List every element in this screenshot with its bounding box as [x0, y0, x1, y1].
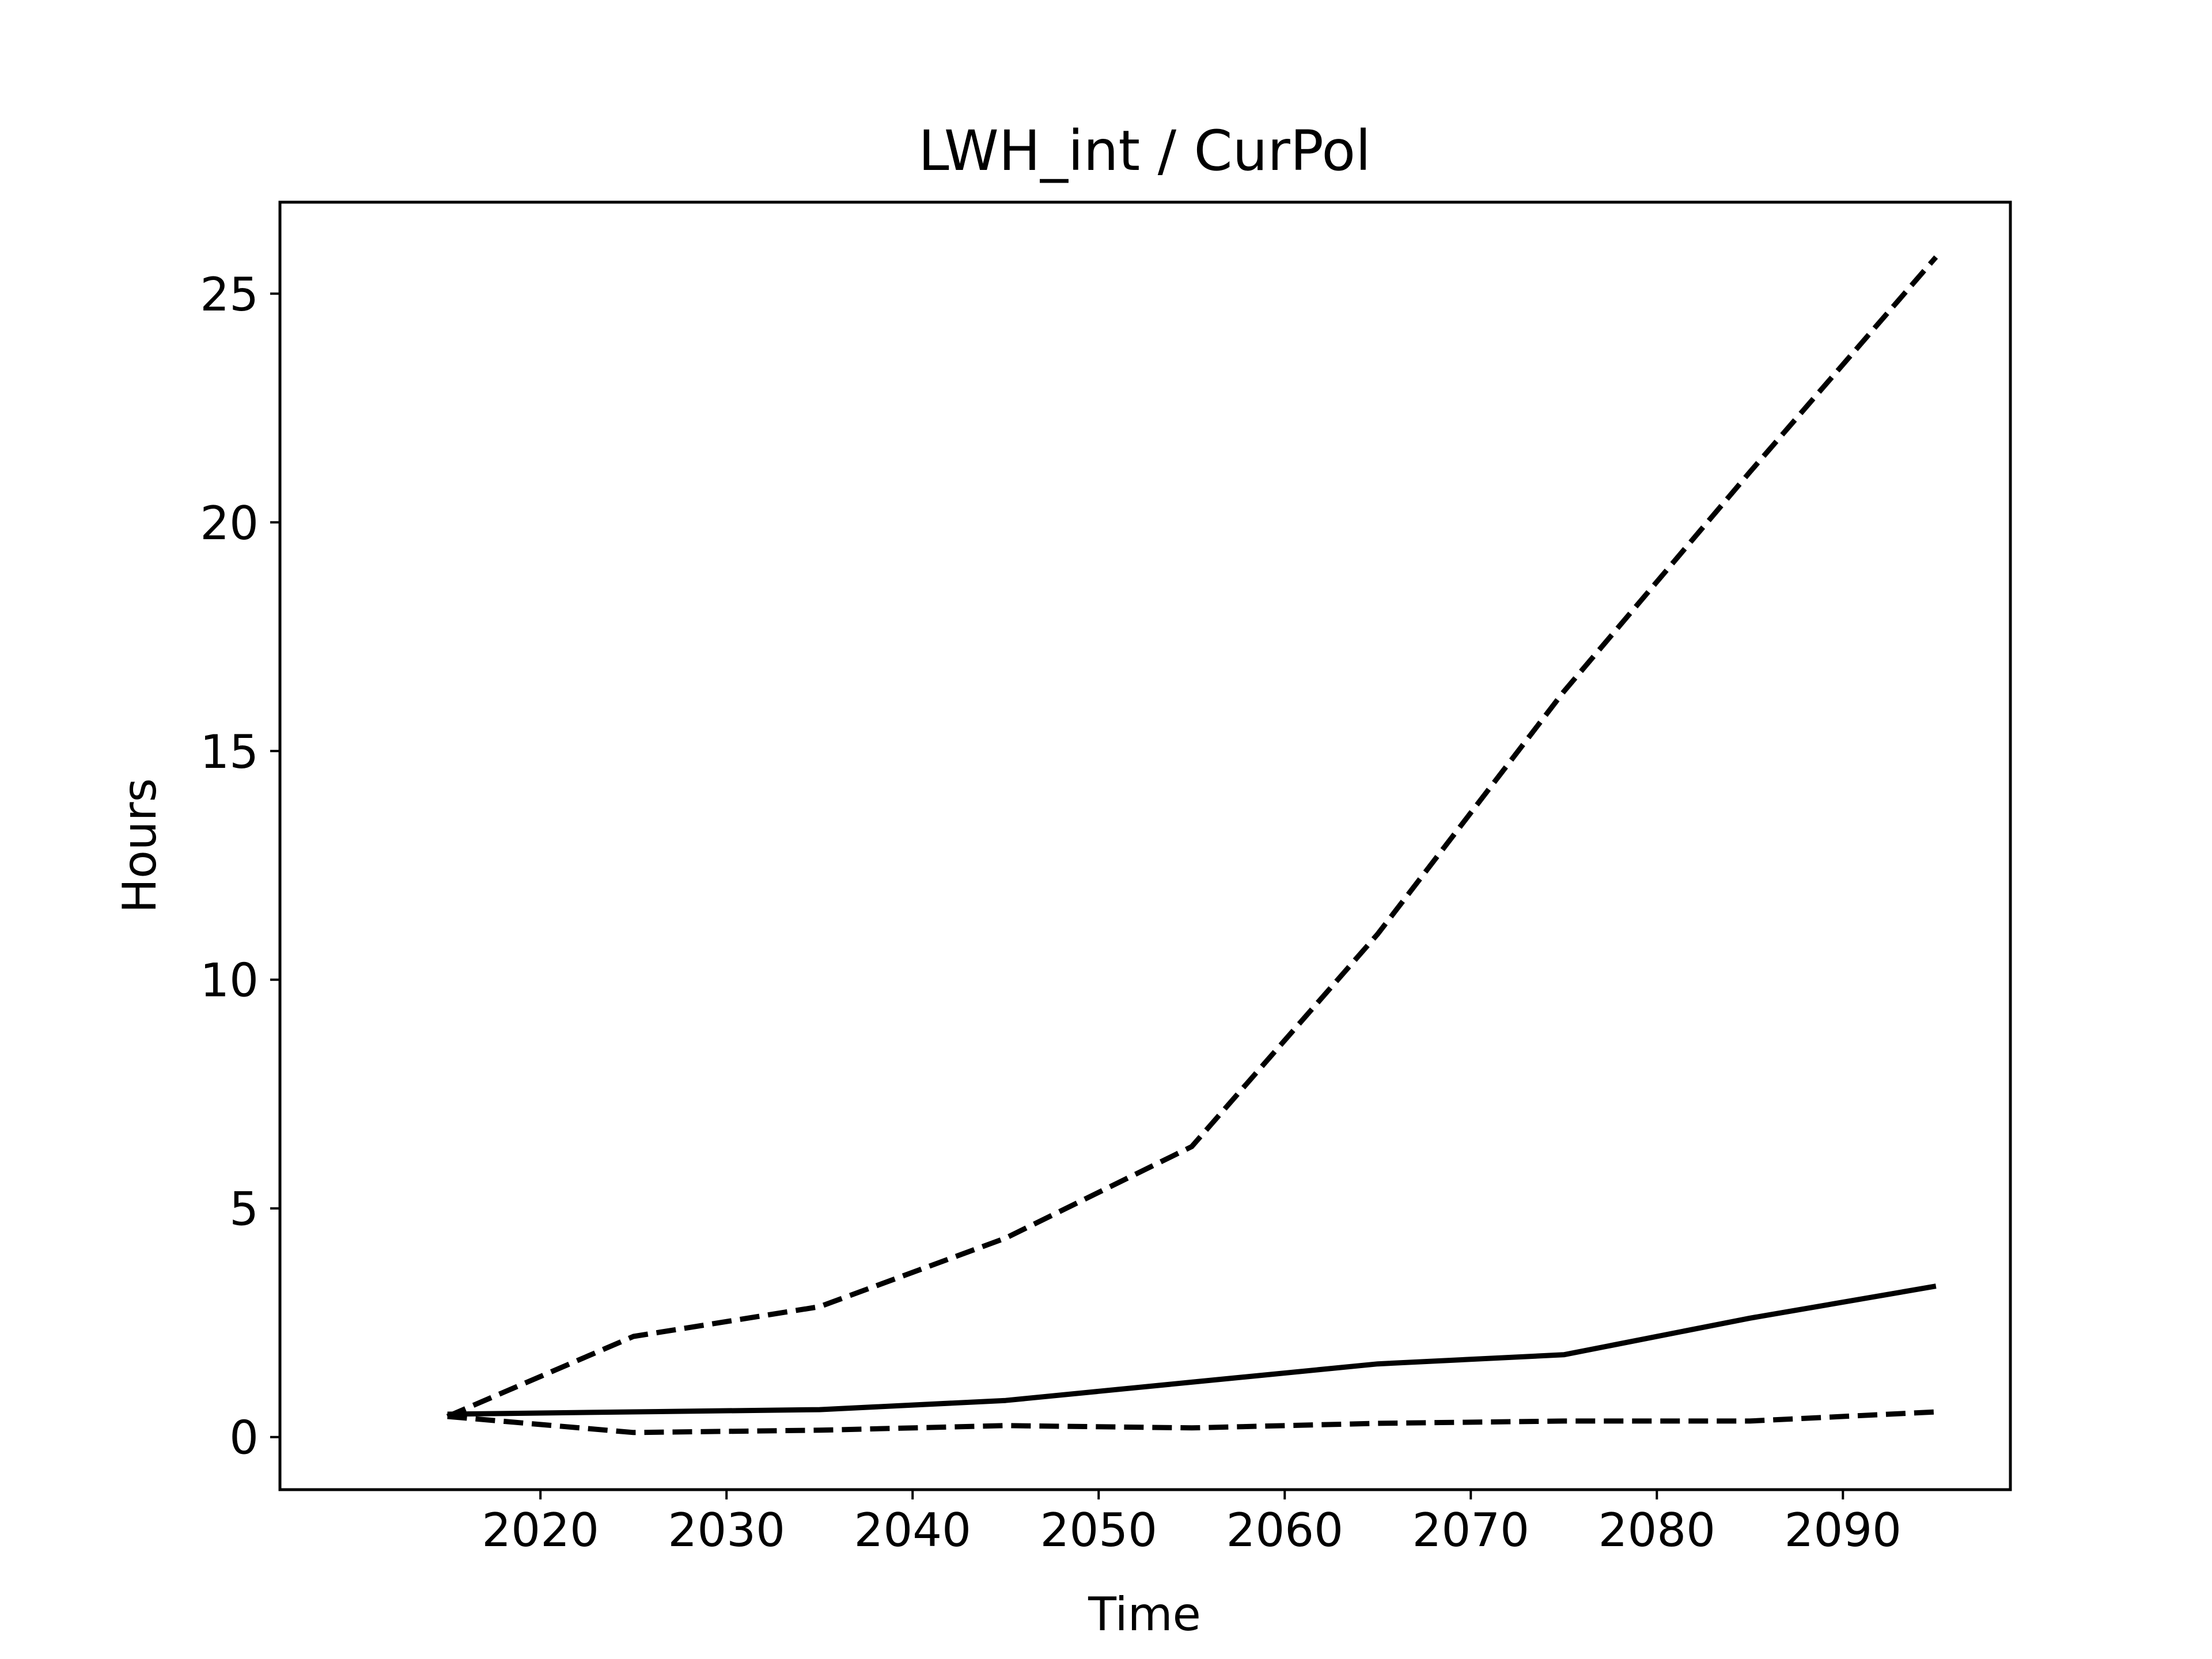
series-line-2 [446, 255, 1938, 1419]
series-line-3 [447, 1409, 1937, 1435]
y-tick-label: 10 [200, 954, 259, 1007]
x-tick-label: 2050 [1040, 1503, 1157, 1557]
series-line-1 [447, 1283, 1937, 1417]
x-tick-label: 2070 [1412, 1503, 1529, 1557]
y-tick-label: 0 [229, 1411, 259, 1465]
x-tick-label: 2060 [1226, 1503, 1343, 1557]
chart-title: LWH_int / CurPol [918, 119, 1371, 183]
plot-frame [278, 200, 2012, 1491]
series-layer [446, 255, 1938, 1435]
x-tick-label: 2020 [482, 1503, 599, 1557]
y-axis-label: Hours [113, 778, 166, 913]
x-tick-label: 2040 [854, 1503, 971, 1557]
y-tick-label: 25 [200, 268, 259, 321]
y-tick-label: 20 [200, 497, 259, 550]
x-tick-label: 2080 [1598, 1503, 1715, 1557]
x-tick-label: 2090 [1784, 1503, 1902, 1557]
x-tick-label: 2030 [668, 1503, 785, 1557]
x-axis: 2020 2030 2040 2050 2060 2070 2080 2090 [482, 1490, 1902, 1557]
x-axis-label: Time [1088, 1588, 1201, 1641]
y-tick-label: 15 [200, 725, 259, 779]
y-tick-label: 5 [229, 1183, 259, 1236]
y-axis: 0 5 10 15 20 25 [200, 268, 280, 1465]
